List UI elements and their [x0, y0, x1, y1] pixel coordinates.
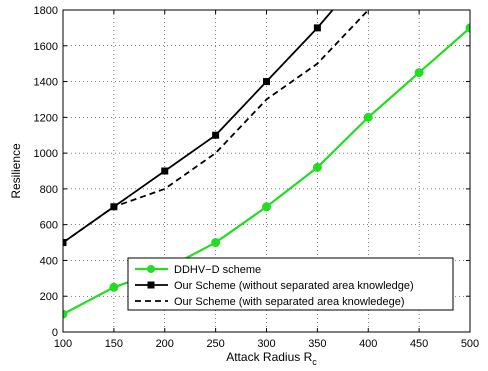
y-tick-label: 1400	[34, 77, 58, 89]
y-tick-label: 400	[40, 255, 58, 267]
x-tick-label: 500	[461, 338, 479, 350]
legend: DDHV−D scheme Our Scheme (without separat…	[127, 257, 454, 311]
series-1-point	[109, 282, 119, 292]
series-1-point	[262, 202, 271, 212]
series-1-point	[414, 68, 424, 78]
x-tick-label: 100	[54, 338, 72, 350]
y-tick-label: 200	[40, 291, 58, 303]
ticks: 100 150 200 250 300 350 400 450 500 0 200 400 600 800…	[34, 5, 480, 350]
series-2-point	[161, 167, 169, 175]
y-tick-label: 800	[40, 184, 58, 196]
y-tick-label: 1600	[34, 41, 58, 53]
series-1-point	[312, 162, 322, 172]
y-tick-label: 1200	[34, 112, 58, 124]
x-tick-label: 150	[105, 338, 123, 350]
y-tick-label: 1000	[34, 148, 58, 160]
series-2-point	[313, 24, 321, 32]
x-tick-label: 200	[156, 338, 174, 350]
series-1-point	[465, 23, 470, 33]
x-axis-label: Attack Radius Rc	[226, 350, 317, 367]
series-2-point	[63, 239, 67, 247]
series-1-point	[63, 309, 68, 319]
x-tick-label: 450	[410, 338, 428, 350]
y-axis-label: Resilience	[9, 143, 23, 199]
x-tick-label: 300	[257, 338, 275, 350]
legend-marker-1	[147, 265, 155, 273]
legend-box	[127, 257, 454, 311]
series-2-point	[212, 131, 220, 139]
legend-entry-1: DDHV−D scheme	[174, 264, 261, 276]
y-tick-label: 0	[52, 327, 58, 339]
series-line-3	[63, 10, 370, 244]
legend-entry-3: Our Scheme (with separated area knowlede…	[174, 296, 405, 308]
legend-entry-2: Our Scheme (without separated area knowl…	[174, 280, 414, 292]
series-2-point	[263, 78, 270, 86]
legend-marker-2	[147, 281, 155, 289]
y-tick-label: 1800	[34, 5, 58, 17]
x-tick-label: 350	[308, 338, 326, 350]
x-tick-label: 250	[206, 338, 224, 350]
x-axis-label-subscript: c	[312, 357, 317, 367]
series-1-point	[363, 112, 373, 122]
x-axis-label-main: Attack Radius R	[226, 350, 312, 364]
x-tick-label: 400	[359, 338, 377, 350]
y-tick-label: 600	[40, 220, 58, 232]
series-1-point	[211, 238, 221, 248]
